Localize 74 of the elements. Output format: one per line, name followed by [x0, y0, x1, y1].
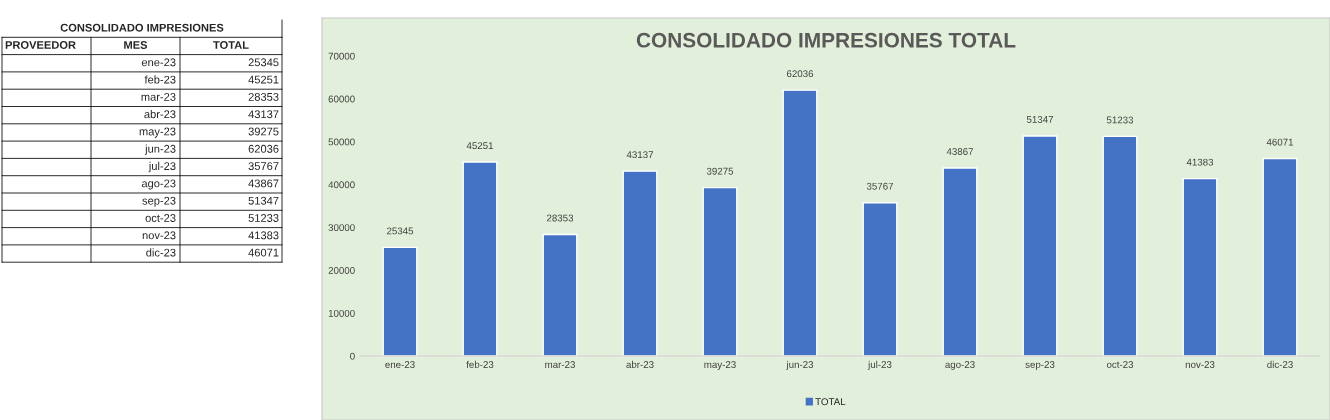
data-label: 46071	[248, 248, 279, 257]
y-tick-label: 60000	[328, 95, 355, 103]
text: CONSOLIDADO IMPRESIONES	[60, 23, 224, 32]
y-tick-label: 50000	[328, 138, 355, 146]
bar	[942, 167, 978, 356]
text: PROVEEDOR	[5, 41, 76, 49]
y-tick-label: 20000	[328, 267, 355, 274]
category-label: oct-23	[145, 214, 176, 222]
bar	[702, 186, 738, 356]
data-label: 41383	[248, 231, 279, 240]
x-tick-label: ago-23	[945, 361, 975, 370]
y-tick-label: 10000	[328, 309, 355, 317]
category-label: nov-23	[142, 231, 176, 240]
bar	[1022, 135, 1058, 356]
data-label: 51347	[248, 196, 279, 205]
data-label: 43867	[248, 179, 279, 188]
x-tick-label: nov-23	[1185, 361, 1215, 368]
category-label: ago-23	[141, 179, 176, 190]
x-tick-label: jul-23	[867, 360, 892, 370]
data-label: 35767	[248, 162, 279, 171]
y-tick-label: 40000	[328, 181, 355, 189]
category-label: dic-23	[146, 248, 176, 257]
x-tick-label: mar-23	[545, 361, 575, 368]
data-label: 43137	[626, 151, 654, 159]
data-label: 45251	[466, 142, 494, 150]
data-label: 28353	[546, 214, 574, 222]
bar	[1262, 157, 1298, 356]
bar	[862, 202, 898, 356]
category-label: jul-23	[148, 161, 176, 173]
data-label: 46071	[1266, 138, 1294, 146]
y-tick-label: 70000	[328, 52, 355, 60]
category-label: jun-23	[144, 144, 176, 155]
data-label: 62036	[786, 70, 814, 78]
data-label: 62036	[248, 144, 279, 153]
bar	[542, 233, 578, 356]
x-tick-label: feb-23	[466, 360, 494, 368]
data-label: 39275	[248, 127, 279, 136]
bar	[382, 246, 418, 356]
data-label: 43867	[946, 148, 974, 155]
category-label: sep-23	[142, 196, 176, 207]
chart-title: CONSOLIDADO IMPRESIONES TOTAL	[636, 32, 1016, 48]
category-label: ene-23	[141, 58, 176, 67]
x-tick-label: jun-23	[786, 360, 814, 370]
category-label: mar-23	[141, 92, 176, 101]
bar	[1182, 177, 1218, 356]
legend-label: TOTAL	[815, 398, 846, 406]
x-tick-label: ene-23	[385, 361, 415, 368]
y-tick-label: 0	[350, 352, 355, 360]
data-label: 25345	[248, 58, 279, 67]
bar	[622, 170, 658, 356]
data-label: 35767	[866, 182, 894, 190]
category-label: feb-23	[144, 75, 176, 84]
data-label: 45251	[248, 75, 279, 84]
data-label: 51233	[248, 214, 279, 222]
bar	[782, 89, 818, 356]
data-label: 41383	[1186, 158, 1214, 166]
x-tick-label: dic-23	[1267, 360, 1293, 368]
category-label: abr-23	[144, 109, 176, 119]
data-label: 39275	[706, 167, 734, 175]
data-label: 43137	[248, 110, 279, 119]
bar	[1102, 135, 1138, 356]
x-tick-label: abr-23	[626, 360, 654, 368]
data-label: 25345	[386, 227, 414, 235]
category-label: may-23	[139, 127, 176, 138]
text: TOTAL	[213, 41, 249, 49]
text: MES	[124, 41, 148, 49]
data-label: 51347	[1026, 116, 1054, 123]
bar	[462, 161, 498, 356]
x-tick-label: sep-23	[1025, 361, 1055, 370]
x-tick-label: may-23	[704, 361, 736, 370]
y-tick-label: 30000	[328, 224, 355, 232]
x-tick-label: oct-23	[1106, 361, 1134, 368]
data-label: 51233	[1106, 116, 1134, 124]
data-label: 28353	[248, 92, 279, 101]
